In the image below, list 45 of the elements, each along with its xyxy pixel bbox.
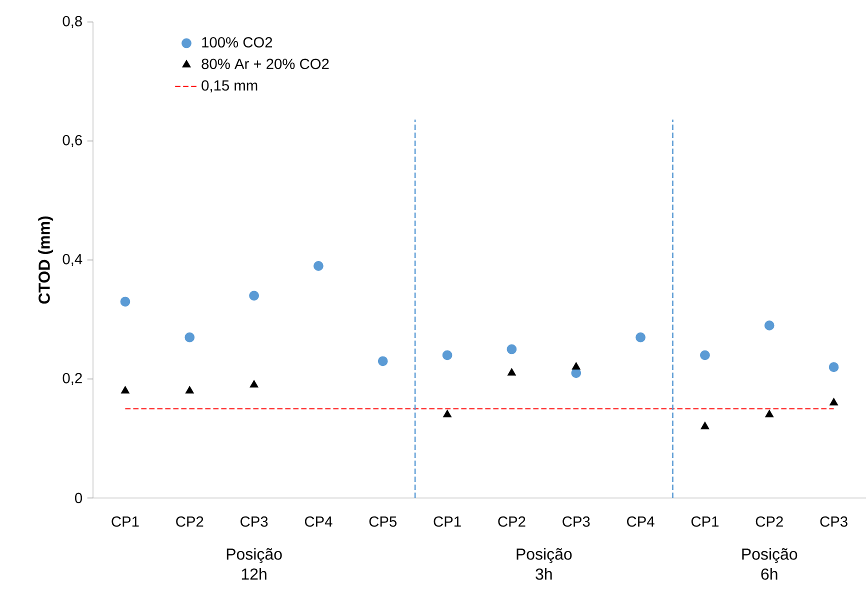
x-tick-label: CP4 xyxy=(304,516,332,527)
text: Posição 3h xyxy=(516,548,572,580)
point xyxy=(378,356,388,366)
legend-label: 0,15 mm xyxy=(202,80,258,92)
point xyxy=(185,386,194,394)
point xyxy=(572,362,580,370)
y-tick-label: 0 xyxy=(75,492,82,504)
point xyxy=(828,362,839,372)
point xyxy=(506,344,517,354)
x-tick-label: CP2 xyxy=(176,516,204,527)
point xyxy=(829,398,838,406)
point xyxy=(636,332,646,342)
x-tick-label: CP2 xyxy=(498,516,526,527)
y-tick-label: 0,8 xyxy=(62,16,82,28)
point xyxy=(184,332,195,342)
point xyxy=(507,368,516,376)
point xyxy=(442,350,452,360)
x-tick-label: CP3 xyxy=(562,516,590,527)
legend-label: 80% Ar + 20% CO2 xyxy=(202,58,329,70)
point xyxy=(700,422,710,430)
point xyxy=(249,290,259,301)
y-tick-label: 0,4 xyxy=(62,254,82,266)
x-tick-label: CP1 xyxy=(112,516,139,527)
y-tick-label: 0,6 xyxy=(62,134,82,148)
point xyxy=(120,296,130,307)
point xyxy=(571,368,582,378)
point xyxy=(700,350,710,360)
x-tick-label: CP3 xyxy=(820,516,848,527)
legend-label: 100% CO2 xyxy=(202,37,272,48)
point xyxy=(764,320,774,330)
point xyxy=(120,386,130,394)
point xyxy=(250,380,258,388)
text: Posição 6h xyxy=(742,548,798,580)
x-tick-label: CP2 xyxy=(756,516,783,527)
point xyxy=(314,261,324,271)
x-tick-label: CP5 xyxy=(369,516,397,527)
point xyxy=(765,410,774,418)
x-tick-label: CP4 xyxy=(627,516,654,527)
y-tick-label: 0,2 xyxy=(62,372,82,386)
x-tick-label: CP3 xyxy=(240,516,268,527)
x-tick-label: CP1 xyxy=(434,516,461,527)
x-tick-label: CP1 xyxy=(691,516,719,527)
point xyxy=(442,410,452,418)
y-axis-title: CTOD (mm) xyxy=(38,216,54,304)
text: Posição 12h xyxy=(226,548,282,580)
